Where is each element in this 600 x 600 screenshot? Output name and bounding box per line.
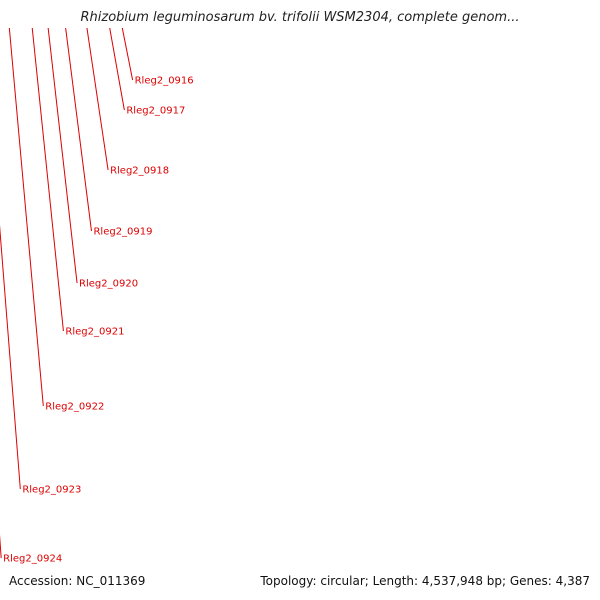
gene-label-leader — [65, 28, 92, 232]
gene-labels: Rleg2_0916 Rleg2_0917 Rleg2_0918 Rleg2_0919… — [0, 28, 194, 565]
genome-title: Rhizobium leguminosarum bv. trifolii WSM… — [80, 10, 520, 25]
gene-label: Rleg2_0918 — [110, 166, 169, 177]
gene-label: Rleg2_0924 — [3, 554, 62, 565]
gene-label-leader — [0, 534, 2, 559]
gene-label-leader — [121, 28, 134, 81]
gene-label-leader — [31, 28, 64, 332]
gene-label-leader — [8, 28, 44, 407]
gene-label: Rleg2_0922 — [45, 402, 104, 413]
gene-label: Rleg2_0916 — [135, 76, 194, 87]
genome-info-text: Topology: circular; Length: 4,537,948 bp… — [260, 574, 590, 588]
gene-label: Rleg2_0917 — [126, 106, 185, 117]
gene-label: Rleg2_0921 — [65, 327, 124, 338]
gene-label-leader — [86, 28, 109, 171]
gene-label: Rleg2_0919 — [93, 227, 152, 238]
gene-label-leader — [0, 224, 21, 490]
gene-label-leader — [47, 28, 78, 284]
gene-label-leader — [109, 28, 125, 111]
gene-label: Rleg2_0923 — [22, 485, 81, 496]
accession-text: Accession: NC_011369 — [9, 574, 146, 588]
gene-label: Rleg2_0920 — [79, 279, 138, 290]
